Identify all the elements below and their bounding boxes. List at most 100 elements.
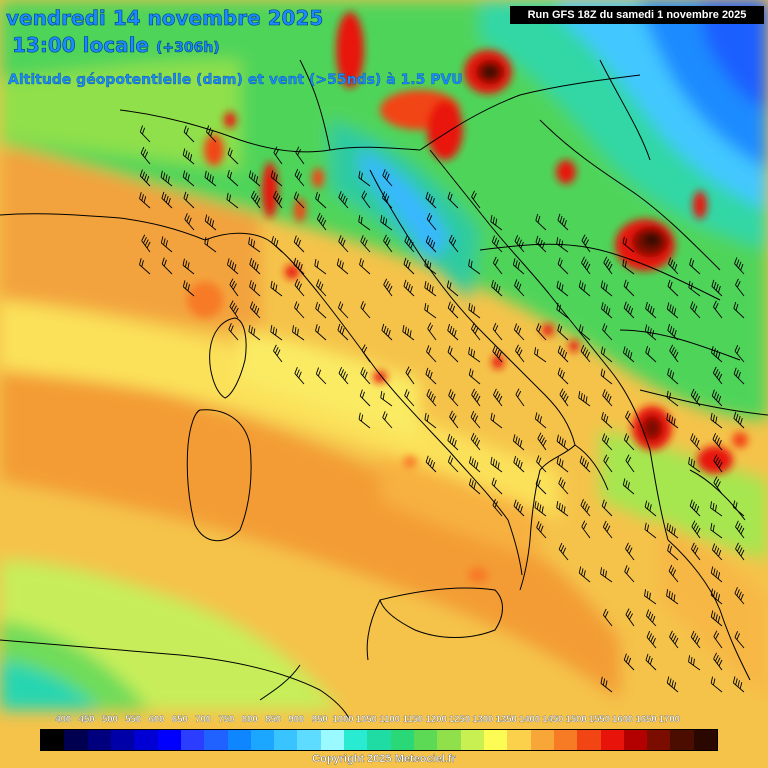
wind-barb [623, 653, 635, 671]
wind-barb [669, 630, 679, 649]
wind-barb [515, 344, 525, 363]
wind-barb [557, 323, 569, 341]
wind-barb [294, 301, 305, 319]
wind-barb [360, 235, 371, 253]
wind-barb [229, 278, 239, 297]
wind-barb [468, 478, 481, 495]
wind-barb [383, 234, 393, 253]
wind-barb [667, 368, 679, 385]
wind-barb [602, 323, 613, 341]
wind-barb [646, 630, 657, 649]
legend-swatch [274, 730, 298, 750]
wind-barb [182, 170, 195, 187]
wind-barb [602, 520, 613, 539]
wind-barb [182, 258, 195, 275]
legend-label: 1600 [612, 714, 634, 725]
wind-barb [492, 499, 503, 517]
wind-barb [624, 565, 635, 583]
wind-barb [295, 146, 305, 165]
wind-barb [644, 500, 657, 517]
wind-barb [710, 610, 723, 627]
wind-barb [183, 191, 195, 209]
wind-barb [733, 301, 745, 319]
wind-barb [557, 345, 569, 363]
wind-barb [712, 432, 723, 451]
legend-swatch [64, 730, 88, 750]
wind-barb [556, 501, 569, 517]
wind-barb [512, 434, 525, 451]
wind-barb [601, 302, 613, 319]
wind-barb [556, 302, 569, 319]
wind-barb [404, 389, 415, 407]
wind-barb [622, 346, 635, 363]
wind-barb [182, 280, 195, 297]
legend-label: 1250 [449, 714, 471, 725]
wind-barb [713, 476, 723, 495]
legend-swatch [670, 730, 694, 750]
wind-barb [273, 190, 283, 209]
wind-barb [623, 279, 635, 297]
wind-barb [425, 455, 437, 473]
legend-swatch [180, 730, 205, 750]
wind-barb [292, 325, 305, 341]
wind-barb [425, 191, 437, 209]
wind-barb [358, 170, 371, 187]
legend-swatch [414, 730, 438, 750]
wind-barb [625, 542, 635, 561]
wind-barb [666, 302, 679, 319]
wind-barb [293, 191, 305, 209]
wind-barb [315, 367, 327, 385]
wind-barb [140, 146, 151, 165]
wind-barb [710, 676, 723, 693]
wind-barb [338, 191, 349, 209]
wind-barb [623, 301, 635, 319]
wind-barb [273, 146, 283, 165]
legend-swatch [250, 730, 275, 750]
wind-barb [381, 323, 393, 341]
wind-barb [425, 235, 437, 253]
wind-barb [448, 234, 459, 253]
wind-barb [226, 192, 239, 209]
legend-swatch [507, 730, 531, 750]
wind-barb [689, 258, 701, 275]
wind-barb [713, 630, 723, 649]
wind-barb [691, 542, 701, 561]
wind-barb [316, 279, 327, 297]
wind-barb [513, 455, 525, 473]
wind-barb [666, 412, 679, 429]
wind-barb [449, 410, 459, 429]
wind-barb [248, 237, 261, 253]
wind-barb [426, 389, 437, 407]
wind-barb [644, 522, 657, 539]
legend-label: 1700 [658, 714, 680, 725]
wind-barb [316, 212, 327, 231]
legend-label: 500 [101, 714, 118, 725]
wind-barb [446, 280, 459, 297]
wind-barb [513, 323, 525, 341]
wind-barb [733, 367, 745, 385]
wind-barb [402, 324, 415, 341]
legend-label: 1450 [542, 714, 564, 725]
wind-barb [625, 454, 635, 473]
legend-label: 1200 [425, 714, 447, 725]
wind-barb [249, 301, 261, 319]
wind-barb [315, 301, 327, 319]
wind-barb [578, 391, 591, 407]
wind-barb [358, 412, 371, 429]
wind-barb [294, 168, 305, 187]
wind-barb [514, 234, 525, 253]
wind-barb [447, 301, 459, 319]
wind-barb [735, 278, 745, 297]
wind-barb [359, 389, 371, 407]
legend-swatch [204, 730, 228, 750]
wind-barb [293, 257, 305, 275]
wind-barb [361, 344, 371, 363]
legend-label: 400 [55, 714, 72, 725]
wind-barb [557, 367, 569, 385]
wind-barb [382, 411, 393, 429]
wind-barb [690, 388, 701, 407]
color-scale-legend [40, 729, 718, 751]
title-local-time: 13:00 locale [12, 33, 150, 58]
wind-barb [493, 388, 503, 407]
